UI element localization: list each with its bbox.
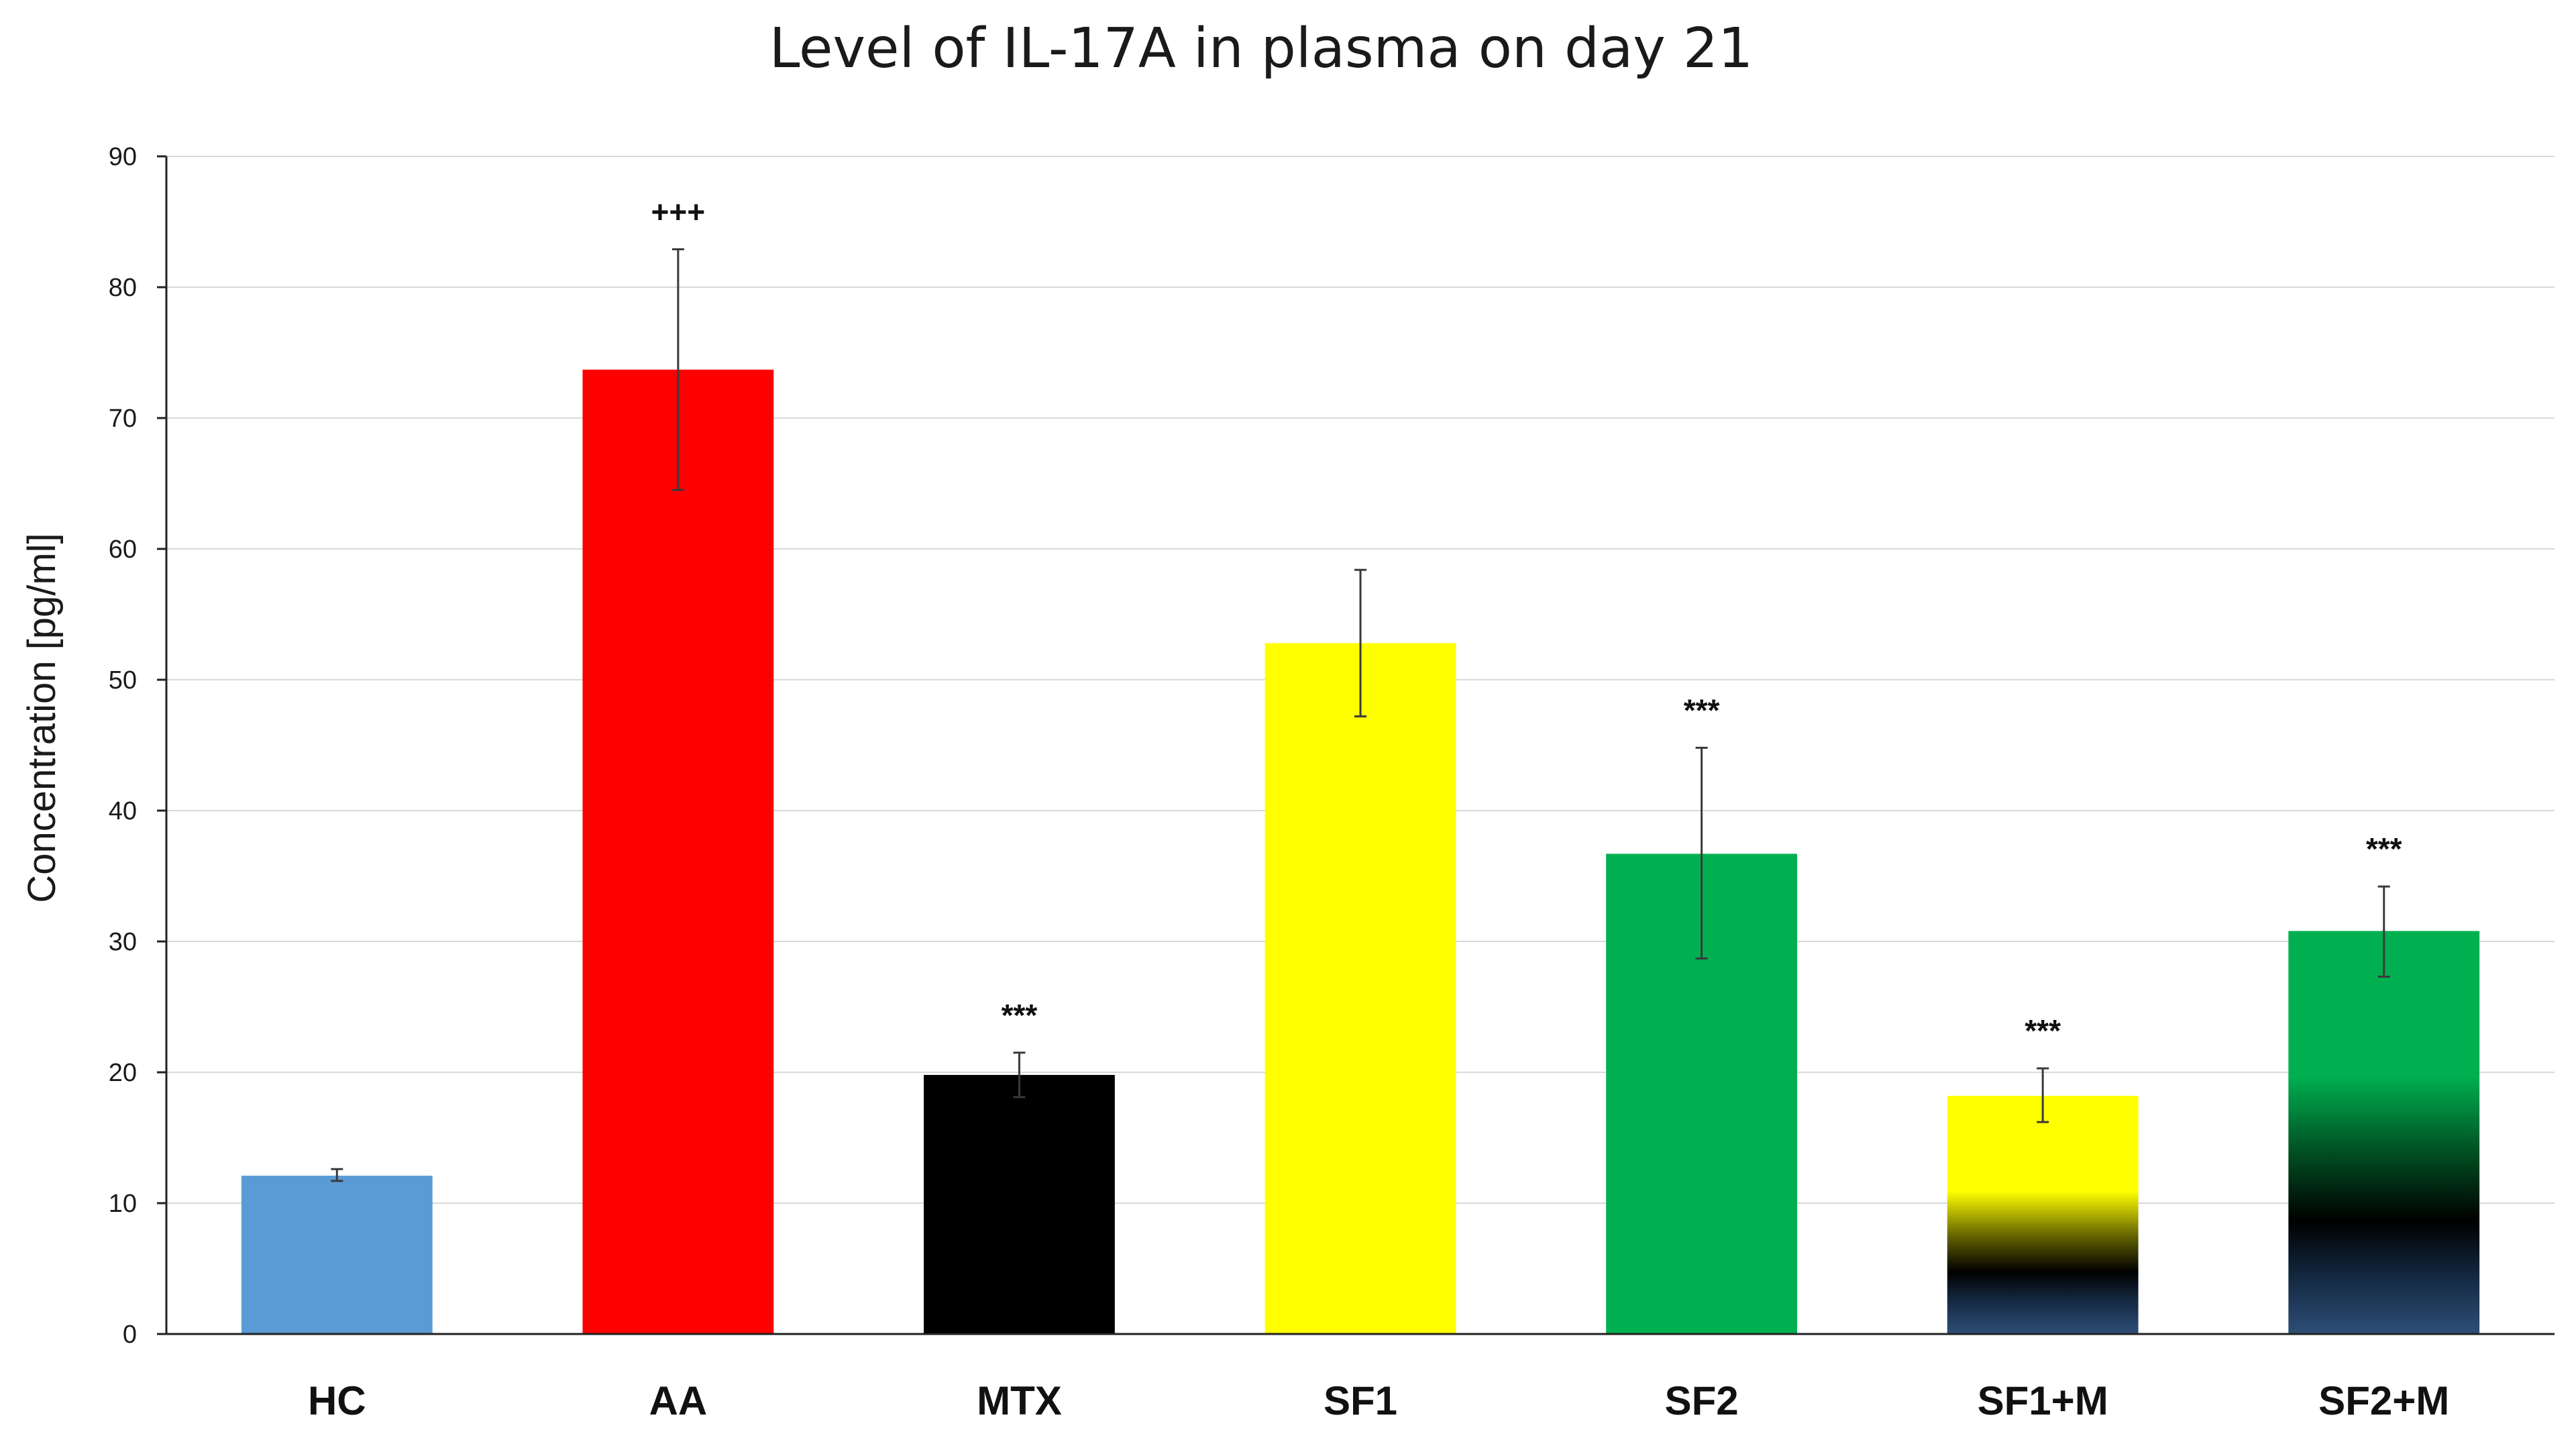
x-tick-label: HC [308, 1378, 366, 1423]
x-tick-label: MTX [977, 1378, 1062, 1423]
y-tick-label: 30 [109, 928, 137, 956]
significance-labels: +++ *** *** *** *** [651, 194, 2402, 1048]
x-tick-label: AA [649, 1378, 708, 1423]
x-tick-label: SF2+M [2318, 1378, 2449, 1423]
y-tick-label: 90 [109, 143, 137, 171]
bars [241, 369, 2480, 1334]
significance-label: *** [2025, 1013, 2061, 1048]
chart-title: Level of IL-17A in plasma on day 21 [769, 17, 1753, 81]
x-tick-label: SF2 [1665, 1378, 1739, 1423]
x-tick-label: SF1 [1324, 1378, 1397, 1423]
significance-label: +++ [651, 194, 706, 229]
bar-hc [241, 1176, 433, 1334]
y-tick-label: 70 [109, 405, 137, 433]
axes [157, 155, 2555, 1335]
y-tick-label: 20 [109, 1059, 137, 1087]
bar-aa [582, 369, 774, 1334]
bar-sf2-plus-m [2288, 931, 2480, 1334]
x-tick-label: SF1+M [1978, 1378, 2108, 1423]
y-tick-label: 0 [123, 1321, 137, 1349]
y-tick-label: 10 [109, 1190, 137, 1218]
y-tick-label: 80 [109, 274, 137, 302]
y-axis-label: Concentration [pg/ml] [20, 533, 64, 903]
significance-label: *** [1002, 998, 1038, 1033]
significance-label: *** [1684, 693, 1720, 727]
error-bars [331, 248, 2390, 1182]
y-tick-labels: 0 10 20 30 40 50 60 70 80 90 [109, 143, 137, 1349]
bar-mtx [924, 1074, 1115, 1334]
x-tick-labels: HC AA MTX SF1 SF2 SF1+M SF2+M [308, 1378, 2449, 1423]
bar-sf1 [1265, 643, 1456, 1334]
y-tick-label: 50 [109, 666, 137, 695]
bar-sf1-plus-m [1947, 1096, 2139, 1334]
y-tick-label: 60 [109, 535, 137, 564]
significance-label: *** [2366, 831, 2402, 866]
y-tick-label: 40 [109, 797, 137, 825]
